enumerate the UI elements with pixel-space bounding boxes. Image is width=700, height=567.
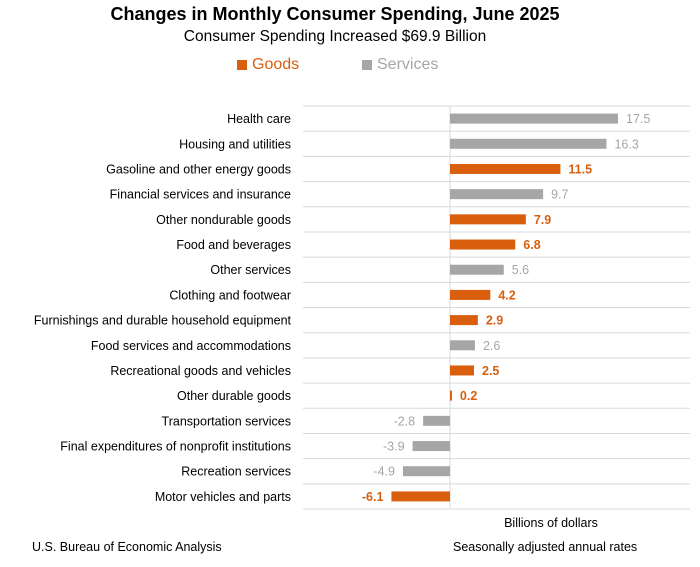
legend-swatch-goods — [237, 60, 247, 70]
value-label: -4.9 — [373, 465, 395, 479]
bar — [450, 390, 452, 401]
value-label: 17.5 — [626, 112, 650, 126]
bar — [450, 289, 491, 300]
category-label: Other nondurable goods — [156, 213, 291, 227]
bar — [450, 315, 478, 326]
x-axis-label: Billions of dollars — [504, 516, 598, 530]
category-label: Recreational goods and vehicles — [110, 364, 291, 378]
category-label: Recreation services — [181, 465, 291, 479]
bar — [450, 163, 561, 174]
value-label: 2.9 — [486, 314, 503, 328]
category-label: Clothing and footwear — [169, 288, 291, 302]
bar — [450, 365, 474, 376]
category-label: Final expenditures of nonprofit institut… — [60, 440, 291, 454]
category-label: Food services and accommodations — [91, 339, 291, 353]
category-label: Motor vehicles and parts — [155, 490, 291, 504]
value-label: 2.6 — [483, 339, 500, 353]
bar — [450, 113, 618, 124]
legend-swatch-services — [362, 60, 372, 70]
bar — [402, 466, 450, 477]
bar — [412, 441, 450, 452]
bar — [450, 214, 526, 225]
legend-label-goods: Goods — [252, 56, 300, 73]
value-label: 6.8 — [523, 238, 540, 252]
bar — [450, 138, 607, 149]
source-note: U.S. Bureau of Economic Analysis — [32, 540, 222, 554]
rate-note: Seasonally adjusted annual rates — [453, 540, 638, 554]
legend: Goods Services — [0, 56, 700, 76]
legend-label-services: Services — [377, 56, 439, 73]
bar — [423, 415, 450, 426]
category-label: Financial services and insurance — [110, 188, 291, 202]
bar — [450, 239, 516, 250]
value-label: 4.2 — [498, 288, 515, 302]
value-label: -3.9 — [383, 440, 405, 454]
bar — [450, 264, 504, 275]
chart-title: Changes in Monthly Consumer Spending, Ju… — [110, 4, 560, 24]
value-label: 5.6 — [512, 263, 529, 277]
value-label: 7.9 — [534, 213, 551, 227]
legend-item-goods: Goods — [237, 56, 299, 74]
value-label: 9.7 — [551, 188, 568, 202]
value-label: 2.5 — [482, 364, 499, 378]
value-label: 16.3 — [614, 137, 638, 151]
category-label: Housing and utilities — [179, 137, 291, 151]
chart-subtitle: Consumer Spending Increased $69.9 Billio… — [183, 28, 487, 45]
value-label: 11.5 — [568, 162, 592, 176]
category-label: Gasoline and other energy goods — [106, 162, 291, 176]
bar — [450, 340, 475, 351]
category-label: Health care — [227, 112, 291, 126]
value-label: -6.1 — [362, 490, 384, 504]
value-label: -2.8 — [394, 414, 416, 428]
category-label: Other services — [210, 263, 291, 277]
legend-item-services: Services — [362, 56, 438, 74]
value-label: 0.2 — [460, 389, 477, 403]
bar — [391, 491, 450, 502]
category-label: Food and beverages — [176, 238, 291, 252]
category-label: Transportation services — [162, 414, 291, 428]
bar — [450, 189, 544, 200]
category-label: Other durable goods — [177, 389, 291, 403]
category-label: Furnishings and durable household equipm… — [34, 314, 292, 328]
